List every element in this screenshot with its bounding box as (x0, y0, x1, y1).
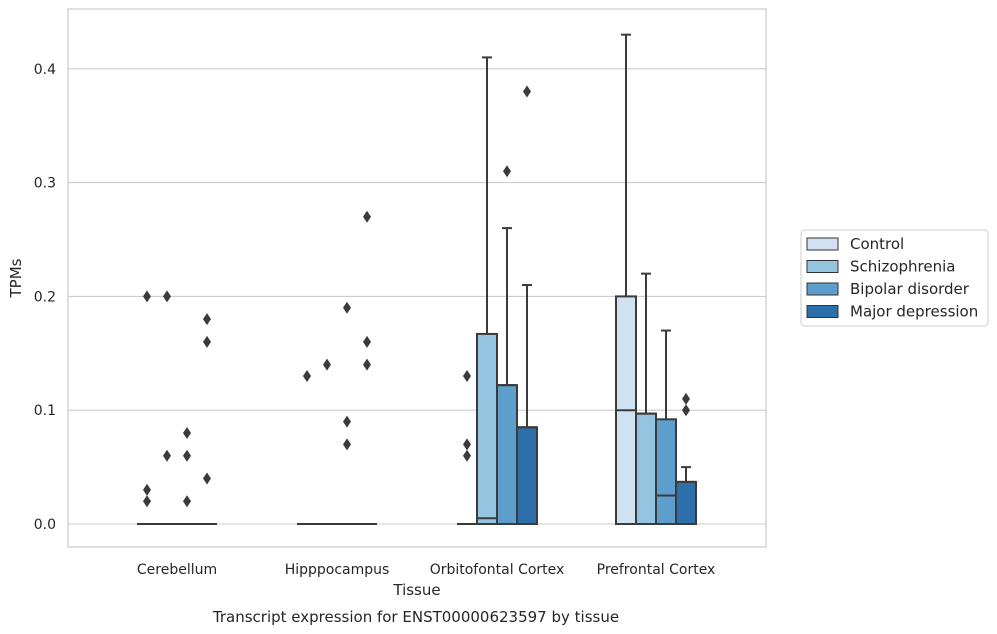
chart-caption: Transcript expression for ENST0000062359… (212, 608, 619, 626)
outlier-point (183, 426, 191, 439)
box-major-depression (357, 210, 377, 525)
box-body (516, 426, 538, 525)
outlier-point (682, 392, 690, 405)
x-tick-label: Hipppocampus (285, 562, 390, 578)
outlier-point (503, 165, 511, 178)
legend: Control Schizophrenia Bipolar disorder Majo… (800, 229, 989, 327)
box-schizophrenia (476, 56, 498, 526)
outlier-point (343, 438, 351, 451)
outlier-point (183, 495, 191, 508)
box-bipolar-disorder (177, 426, 197, 525)
outlier-point (323, 358, 331, 371)
x-tick-label: Prefrontal Cortex (597, 562, 716, 578)
legend-swatch (806, 305, 839, 318)
box-control (297, 370, 317, 525)
outlier-point (203, 335, 211, 348)
outlier-point (363, 210, 371, 223)
box-body (496, 384, 518, 525)
outlier-point (163, 290, 171, 303)
x-axis-ticks: Cerebellum Hipppocampus Orbitofontal Corte… (137, 562, 715, 578)
outlier-point (343, 415, 351, 428)
box-bipolar-disorder (655, 329, 677, 525)
outlier-point (143, 483, 151, 496)
x-tick-label: Cerebellum (137, 562, 217, 578)
legend-label: Major depression (850, 303, 978, 321)
outlier-point (143, 495, 151, 508)
y-tick-label: 0.3 (34, 176, 56, 192)
y-tick-label: 0.0 (34, 517, 56, 533)
outlier-point (303, 370, 311, 383)
outlier-point (682, 404, 690, 417)
outlier-point (203, 313, 211, 326)
plot-frame (67, 8, 767, 548)
x-axis-title: Tissue (392, 581, 440, 599)
legend-swatch (806, 282, 839, 296)
outlier-point (363, 358, 371, 371)
legend-label: Bipolar disorder (850, 280, 970, 298)
y-tick-label: 0.1 (34, 403, 56, 419)
box-body (476, 332, 498, 526)
legend-swatch (806, 260, 839, 273)
outlier-point (183, 449, 191, 462)
outlier-point (463, 449, 471, 462)
box-bipolar-disorder (496, 165, 518, 525)
y-tick-label: 0.2 (34, 289, 56, 305)
x-tick-label: Orbitofontal Cortex (430, 562, 565, 578)
box-major-depression (197, 313, 217, 525)
y-axis-ticks: 0.0 0.1 0.2 0.3 0.4 (34, 62, 56, 533)
box-bipolar-disorder (337, 301, 357, 525)
legend-label: Schizophrenia (850, 258, 955, 276)
box-plot-area (137, 33, 697, 526)
legend-frame (800, 229, 989, 327)
box-control (457, 370, 477, 525)
box-schizophrenia (157, 290, 177, 525)
box-control (137, 290, 157, 525)
y-tick-label: 0.4 (34, 62, 56, 78)
box-body (655, 418, 677, 525)
outlier-point (143, 290, 151, 303)
box-schizophrenia (317, 358, 337, 525)
box-schizophrenia (635, 272, 657, 526)
outlier-point (163, 449, 171, 462)
legend-swatch (806, 237, 839, 251)
outlier-point (363, 335, 371, 348)
box-control (615, 33, 637, 525)
legend-label: Control (850, 235, 904, 253)
outlier-point (343, 301, 351, 314)
outlier-point (463, 438, 471, 451)
outlier-point (523, 85, 531, 98)
box-body (675, 480, 697, 526)
outlier-point (203, 472, 211, 485)
box-major-depression (516, 85, 538, 525)
box-major-depression (675, 392, 697, 526)
y-axis-title: TPMs (7, 258, 25, 298)
box-body (635, 412, 657, 526)
outlier-point (463, 370, 471, 383)
